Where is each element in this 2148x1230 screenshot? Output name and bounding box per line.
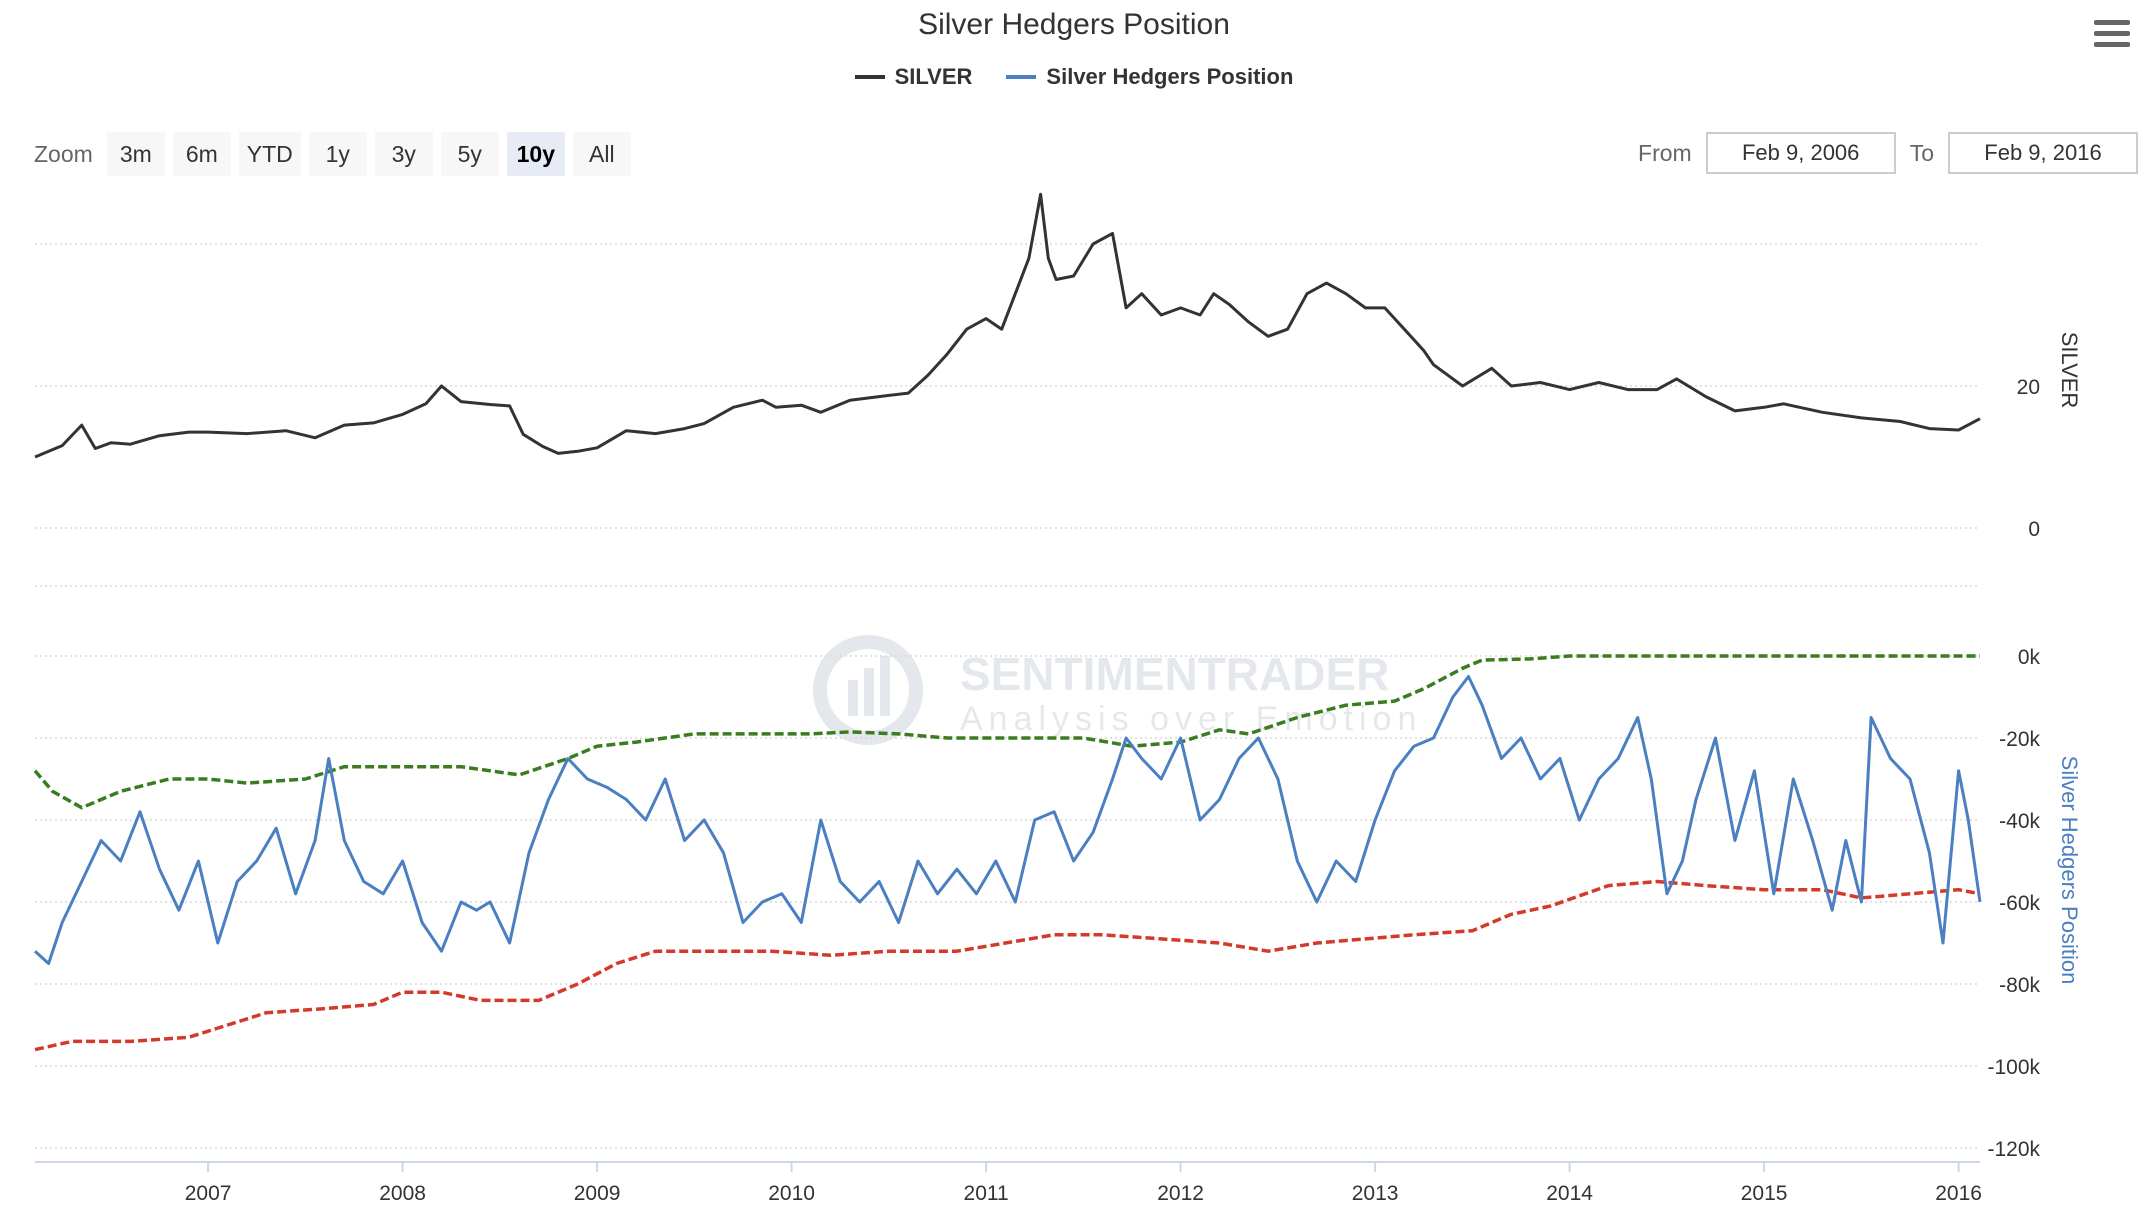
legend: SILVER Silver Hedgers Position	[0, 64, 2148, 90]
zoom-button-3y[interactable]: 3y	[374, 132, 433, 176]
x-tick-label: 2013	[1352, 1182, 1399, 1205]
legend-swatch-hedgers	[1006, 75, 1037, 79]
x-tick-label: 2014	[1546, 1182, 1593, 1205]
y-tick-label: -120k	[1987, 1138, 2040, 1161]
y-tick-label: 0k	[2018, 646, 2041, 669]
x-tick-label: 2011	[964, 1182, 1009, 1205]
watermark-bar-icon	[864, 668, 874, 716]
chart-title: Silver Hedgers Position	[918, 8, 1230, 41]
x-tick-label: 2015	[1741, 1182, 1788, 1205]
zoom-button-6m[interactable]: 6m	[172, 132, 231, 176]
x-tick-label: 2009	[574, 1182, 621, 1205]
x-tick-label: 2012	[1157, 1182, 1204, 1205]
x-tick-label: 2008	[379, 1182, 426, 1205]
legend-label-hedgers: Silver Hedgers Position	[1046, 64, 1294, 89]
y-tick-label: -20k	[1999, 728, 2040, 751]
series-line-silver	[34, 192, 1981, 459]
x-tick-label: 2010	[768, 1182, 815, 1205]
y-axis-title: SILVER	[2057, 332, 2082, 409]
series-line-green-band	[33, 654, 1980, 810]
hamburger-menu-icon[interactable]	[2094, 20, 2130, 52]
watermark-line1: SENTIMENTRADER	[960, 648, 1389, 700]
watermark-bar-icon	[848, 680, 858, 716]
y-tick-label: -100k	[1987, 1056, 2040, 1079]
series-line-red-band	[34, 879, 1981, 1052]
y-tick-label: -80k	[1999, 974, 2040, 997]
zoom-button-3m[interactable]: 3m	[106, 132, 165, 176]
y-tick-label: 0	[2028, 518, 2040, 541]
zoom-label: Zoom	[34, 140, 93, 167]
zoom-button-5y[interactable]: 5y	[440, 132, 499, 176]
date-range: From Feb 9, 2006 To Feb 9, 2016	[1638, 132, 2138, 174]
legend-item-silver[interactable]: SILVER	[854, 64, 973, 90]
y-tick-label: -60k	[1999, 892, 2040, 915]
axis-layer: 0 20 SILVER 0k -20k -40k -60k -80k -100k -120k Sil…	[35, 332, 2082, 1205]
from-label: From	[1638, 139, 1692, 166]
y-tick-label: -40k	[1999, 810, 2040, 833]
to-date-input[interactable]: Feb 9, 2016	[1948, 132, 2138, 174]
legend-item-hedgers[interactable]: Silver Hedgers Position	[1006, 64, 1293, 90]
zoom-button-all[interactable]: All	[572, 132, 631, 176]
y-axis-title: Silver Hedgers Position	[2057, 756, 2082, 985]
legend-swatch-silver	[854, 75, 885, 79]
series-line-hedgers	[33, 675, 1982, 965]
y-tick-label: 20	[2017, 376, 2040, 399]
from-date-input[interactable]: Feb 9, 2006	[1705, 132, 1896, 174]
zoom-bar: Zoom 3m 6m YTD 1y 3y 5y 10y All	[34, 132, 631, 176]
series-layer	[33, 192, 1982, 1052]
x-tick-label: 2016	[1935, 1182, 1982, 1205]
zoom-button-1y[interactable]: 1y	[308, 132, 367, 176]
zoom-button-10y[interactable]: 10y	[506, 132, 565, 176]
x-tick-label: 2007	[185, 1182, 232, 1205]
to-label: To	[1909, 139, 1934, 166]
watermark-logo-icon	[813, 635, 923, 745]
legend-label-silver: SILVER	[894, 64, 973, 89]
watermark-bar-icon	[880, 656, 890, 716]
zoom-button-ytd[interactable]: YTD	[238, 132, 301, 176]
